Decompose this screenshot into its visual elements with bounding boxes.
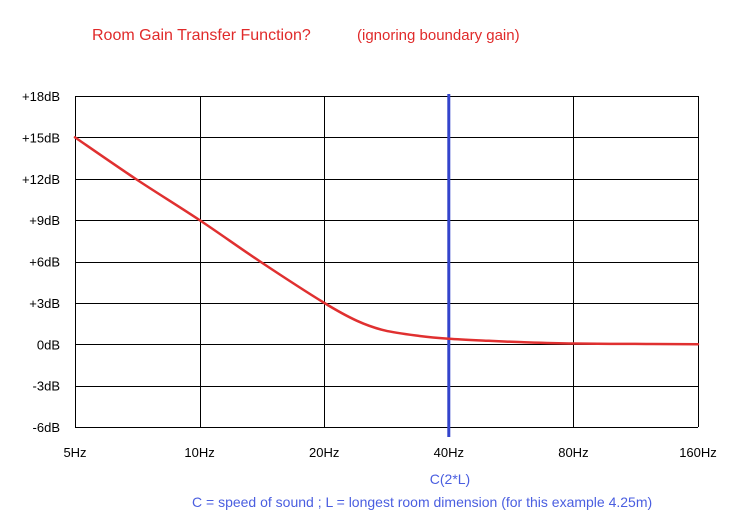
x-tick-label: 10Hz — [184, 445, 214, 460]
chart-subtitle: (ignoring boundary gain) — [357, 27, 520, 44]
y-tick-label: +15dB — [22, 130, 60, 145]
x-axis-ticks: 5Hz 10Hz 20Hz 40Hz 80Hz 160Hz — [63, 445, 716, 460]
vline-label: C(2*L) — [430, 471, 470, 487]
series-layer — [73, 94, 700, 437]
grid — [75, 96, 699, 428]
chart-title: Room Gain Transfer Function? — [92, 27, 311, 44]
footnote: C = speed of sound ; L = longest room di… — [192, 494, 652, 510]
y-tick-label: +3dB — [29, 296, 60, 311]
y-tick-label: +18dB — [22, 89, 60, 104]
y-axis-ticks: +18dB +15dB +12dB +9dB +6dB +3dB 0dB -3dB -6dB — [22, 89, 60, 435]
y-tick-label: -6dB — [33, 420, 60, 435]
x-tick-label: 40Hz — [434, 445, 464, 460]
y-tick-label: +9dB — [29, 213, 60, 228]
y-tick-label: -3dB — [33, 379, 60, 394]
x-tick-label: 20Hz — [309, 445, 339, 460]
series-line — [73, 136, 700, 346]
x-tick-label: 160Hz — [679, 445, 717, 460]
y-tick-label: +12dB — [22, 172, 60, 187]
x-tick-label: 80Hz — [558, 445, 588, 460]
x-tick-label: 5Hz — [63, 445, 86, 460]
y-tick-label: +6dB — [29, 255, 60, 270]
y-tick-label: 0dB — [37, 337, 60, 352]
